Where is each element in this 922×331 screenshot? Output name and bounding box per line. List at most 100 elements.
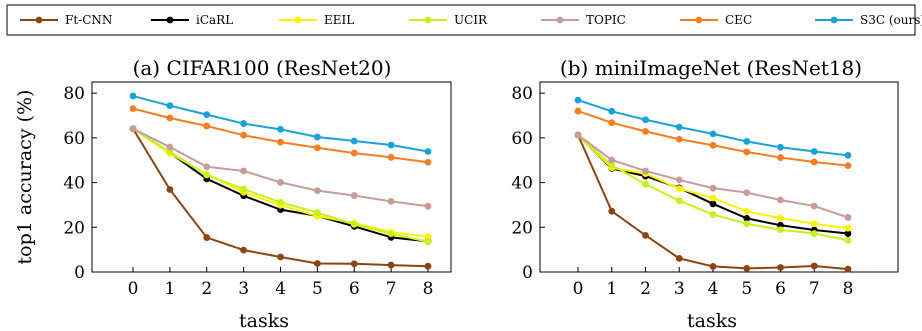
- data-point-ucir: [743, 220, 751, 228]
- y-tick-label: 40: [511, 174, 533, 194]
- y-tick-label: 20: [63, 218, 85, 238]
- data-point-cec: [777, 154, 784, 161]
- x-axis-label: tasks: [687, 310, 737, 331]
- data-point-ft-cnn: [608, 207, 616, 215]
- data-point-ft-cnn: [844, 265, 852, 273]
- panel-miniimagenet: (b) miniImageNet (ResNet18) tasks 020406…: [511, 56, 899, 331]
- legend-swatch-marker: [830, 16, 838, 24]
- legend-items: Ft-CNN iCaRL EEIL UCIR TOPIC CEC S3C (ours): [20, 13, 922, 27]
- legend-item-ft-cnn: Ft-CNN: [20, 13, 112, 27]
- x-tick-label: 8: [843, 279, 854, 299]
- data-point-eeil: [709, 194, 717, 202]
- data-point-ucir: [166, 148, 174, 156]
- data-point-ucir: [675, 197, 683, 205]
- legend-swatch-marker: [556, 16, 564, 24]
- series-line-cec: [577, 110, 849, 167]
- data-point-s3c-ours: [709, 130, 717, 138]
- data-point-s3c-ours: [810, 148, 818, 155]
- data-point-s3c-ours: [277, 125, 284, 133]
- data-point-topic: [574, 131, 582, 139]
- data-point-ucir: [313, 209, 321, 216]
- data-point-ft-cnn: [709, 263, 717, 270]
- data-point-topic: [709, 184, 717, 192]
- legend-swatch-marker: [166, 16, 174, 24]
- x-tick-label: 4: [708, 279, 719, 299]
- data-point-s3c-ours: [129, 92, 137, 100]
- data-point-ucir: [424, 238, 432, 246]
- data-point-cec: [129, 105, 137, 112]
- data-point-topic: [424, 202, 432, 210]
- panel-cifar100: (a) CIFAR100 (ResNet20) top1 accuracy (%…: [14, 56, 452, 331]
- x-tick-label: 3: [238, 279, 249, 299]
- x-tick-label: 6: [775, 279, 786, 299]
- y-tick-label: 0: [74, 263, 85, 283]
- data-point-topic: [743, 189, 751, 197]
- series-line-cec: [132, 107, 429, 164]
- data-point-s3c-ours: [203, 111, 211, 119]
- data-point-cec: [608, 119, 616, 127]
- data-point-ft-cnn: [424, 262, 432, 270]
- data-point-topic: [240, 167, 248, 175]
- x-tick-label: 0: [128, 279, 139, 299]
- data-point-cec: [810, 158, 818, 166]
- data-point-ucir: [240, 185, 248, 193]
- legend-swatch-marker: [294, 16, 302, 24]
- x-tick-label: 2: [640, 279, 651, 299]
- y-tick-label: 40: [63, 174, 85, 194]
- data-point-s3c-ours: [166, 102, 174, 110]
- data-point-ft-cnn: [777, 264, 784, 271]
- data-point-eeil: [810, 220, 818, 228]
- legend-label: EEIL: [324, 13, 354, 27]
- x-tick-label: 7: [809, 279, 820, 299]
- data-point-s3c-ours: [844, 151, 852, 159]
- legend: Ft-CNN iCaRL EEIL UCIR TOPIC CEC S3C (ours): [6, 4, 922, 36]
- data-point-ft-cnn: [313, 260, 321, 267]
- data-point-cec: [166, 114, 174, 122]
- data-point-topic: [844, 214, 852, 221]
- data-point-eeil: [777, 214, 784, 222]
- data-point-ft-cnn: [743, 265, 751, 272]
- data-point-icarl: [844, 230, 852, 237]
- panel-title: (b) miniImageNet (ResNet18): [560, 56, 862, 80]
- x-tick-label: 1: [164, 279, 175, 299]
- x-tick-label: 4: [275, 279, 286, 299]
- data-point-cec: [642, 127, 649, 135]
- legend-item-icarl: iCaRL: [151, 13, 233, 27]
- data-point-cec: [424, 158, 432, 166]
- legend-item-topic: TOPIC: [541, 13, 626, 27]
- y-tick-label: 60: [63, 129, 85, 149]
- data-point-icarl: [709, 200, 717, 208]
- legend-label: S3C (ours): [860, 13, 922, 27]
- data-point-ft-cnn: [166, 186, 174, 193]
- x-tick-label: 7: [386, 279, 397, 299]
- data-point-cec: [675, 135, 683, 143]
- x-axis-label: tasks: [239, 310, 289, 331]
- x-tick-label: 0: [573, 279, 584, 299]
- x-tick-label: 5: [741, 279, 752, 299]
- data-point-ucir: [810, 230, 818, 237]
- data-point-ft-cnn: [350, 260, 358, 268]
- data-point-topic: [675, 176, 683, 184]
- data-point-s3c-ours: [313, 133, 321, 141]
- data-point-cec: [574, 107, 582, 115]
- y-tick-label: 20: [511, 218, 533, 238]
- x-tick-label: 6: [349, 279, 360, 299]
- series-group: [574, 96, 852, 273]
- data-point-cec: [313, 144, 321, 152]
- data-point-ucir: [844, 236, 852, 244]
- data-point-ft-cnn: [203, 234, 211, 241]
- x-tick-label: 8: [423, 279, 434, 299]
- plot-frame: [539, 81, 899, 273]
- data-point-ft-cnn: [642, 231, 649, 239]
- data-point-ucir: [277, 198, 284, 206]
- y-tick-label: 0: [522, 263, 533, 283]
- legend-label: TOPIC: [586, 13, 626, 27]
- legend-swatch-marker: [35, 16, 43, 24]
- x-tick-label: 1: [606, 279, 617, 299]
- legend-label: UCIR: [454, 13, 488, 27]
- data-point-topic: [129, 125, 137, 133]
- x-tick-label: 5: [312, 279, 323, 299]
- data-point-ft-cnn: [387, 261, 395, 269]
- data-point-cec: [203, 122, 211, 130]
